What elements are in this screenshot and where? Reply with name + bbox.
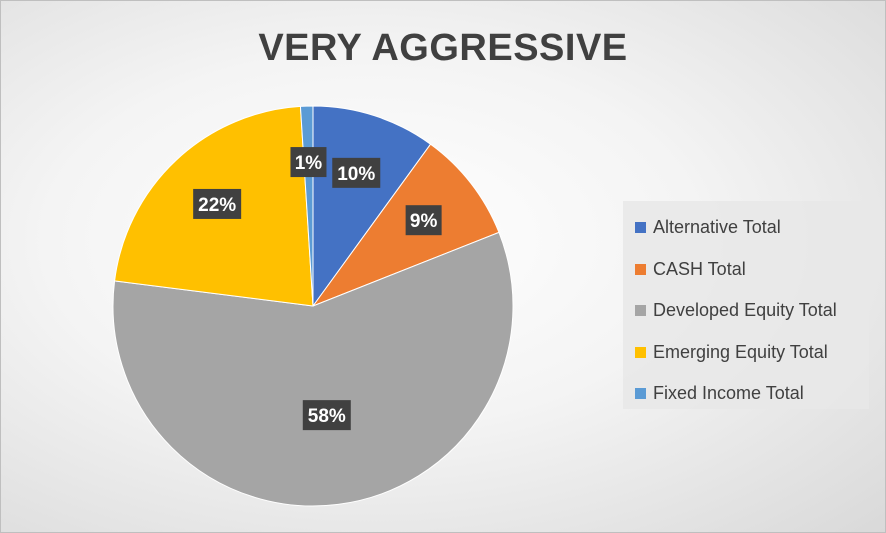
- legend-swatch: [635, 305, 646, 317]
- pie-slice-developed-equity-total: [112, 231, 514, 507]
- data-label-fixed-income-total: 1%: [290, 147, 327, 178]
- data-label-box: [193, 188, 242, 219]
- legend-label: Emerging Equity Total: [653, 341, 828, 362]
- legend-swatch: [635, 346, 646, 358]
- legend-label: Developed Equity Total: [653, 300, 837, 321]
- pie-slice-alternative-total: [312, 105, 432, 308]
- data-label-text: 9%: [410, 211, 438, 232]
- legend-swatch: [635, 222, 646, 234]
- legend-item-emerging-equity-total: Emerging Equity Total: [635, 332, 869, 374]
- data-label-box: [405, 205, 442, 236]
- data-label-text: 1%: [295, 153, 323, 174]
- data-label-emerging-equity-total: 22%: [193, 188, 242, 219]
- legend-label: Fixed Income Total: [653, 383, 804, 404]
- legend-label: Alternative Total: [653, 217, 781, 238]
- data-label-developed-equity-total: 58%: [302, 400, 351, 431]
- legend-item-developed-equity-total: Developed Equity Total: [635, 290, 869, 332]
- data-label-text: 10%: [337, 164, 375, 185]
- legend-item-fixed-income-total: Fixed Income Total: [635, 373, 869, 415]
- data-label-cash-total: 9%: [405, 205, 442, 236]
- data-label-text: 58%: [308, 406, 346, 427]
- data-label-box: [290, 147, 327, 178]
- chart-legend: Alternative Total CASH Total Developed Equ…: [623, 201, 869, 409]
- legend-swatch: [635, 388, 646, 400]
- data-label-box: [332, 157, 381, 188]
- data-label-alternative-total: 10%: [332, 157, 381, 188]
- legend-label: CASH Total: [653, 258, 746, 279]
- chart-title: VERY AGGRESSIVE: [258, 27, 628, 69]
- legend-item-alternative-total: Alternative Total: [635, 207, 869, 249]
- legend-item-cash-total: CASH Total: [635, 249, 869, 291]
- legend-swatch: [635, 263, 646, 275]
- data-label-box: [302, 400, 351, 431]
- data-label-text: 22%: [198, 195, 236, 216]
